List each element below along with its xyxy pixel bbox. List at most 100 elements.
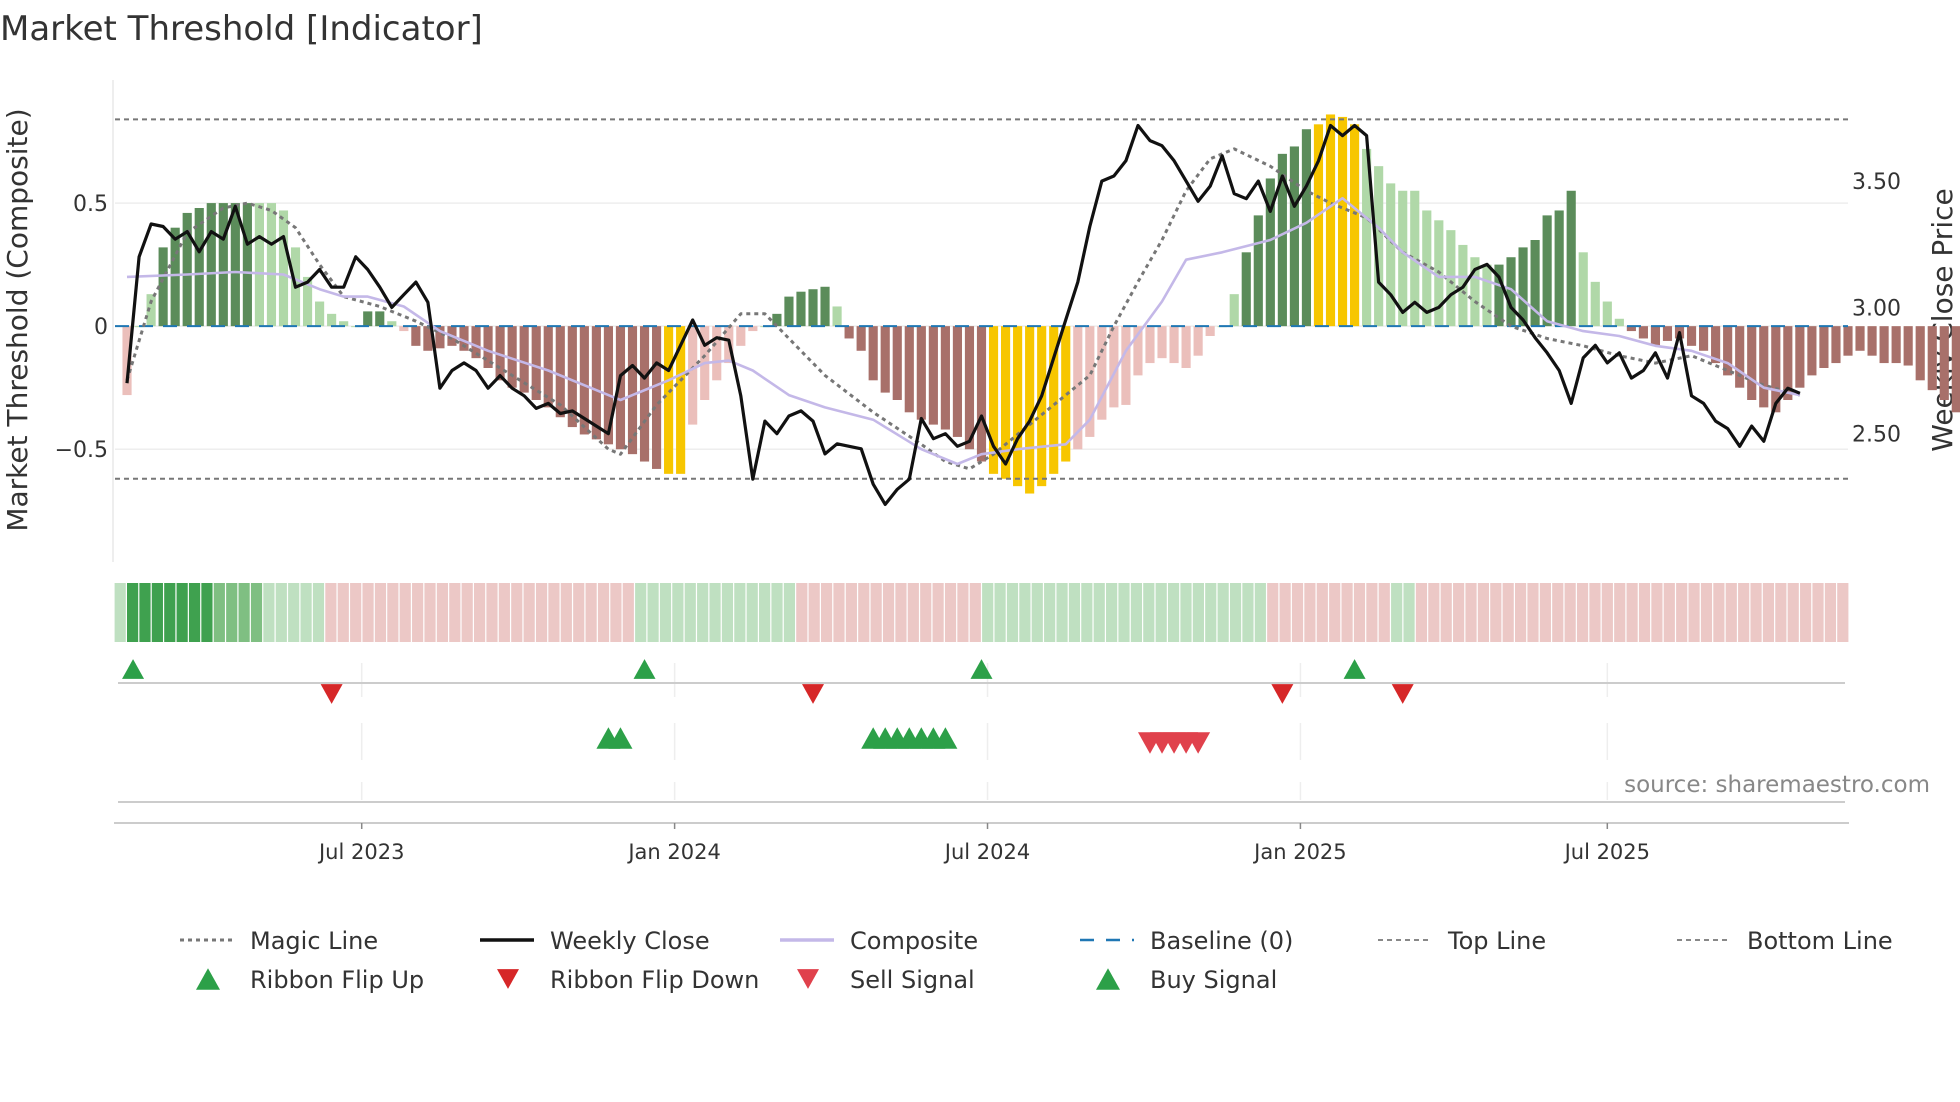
composite-bar (1337, 116, 1348, 327)
composite-bar (868, 326, 878, 381)
composite-bar (1915, 326, 1925, 381)
ribbon-cell (721, 583, 734, 642)
ribbon-cell (1651, 583, 1663, 642)
legend-swatch (1096, 968, 1120, 990)
ribbon-cell (139, 583, 151, 642)
ribbon-cell (659, 583, 672, 642)
ribbon-cell (1143, 583, 1155, 642)
ribbon-cell (387, 583, 399, 642)
composite-bar (266, 203, 277, 327)
ribbon-cell (957, 583, 969, 642)
ribbon-cell (1341, 583, 1353, 642)
ribbon-cell (697, 583, 709, 642)
composite-bar (122, 326, 132, 396)
composite-bar (639, 326, 650, 462)
ribbon-cell (573, 583, 585, 642)
composite-bar (1193, 326, 1203, 356)
y-tick-right: 2.50 (1852, 423, 1901, 448)
composite-bar (230, 203, 240, 327)
ribbon-cell (1837, 583, 1849, 642)
composite-bar (158, 247, 168, 327)
ribbon-cell (325, 583, 337, 642)
ribbon-cell (362, 583, 374, 642)
composite-bar (736, 326, 746, 346)
ribbon-cell (1750, 583, 1762, 642)
ribbon-flip-down-marker (802, 684, 825, 704)
ribbon-cell (1267, 583, 1279, 642)
composite-bar (411, 326, 421, 346)
ribbon-cell (1254, 583, 1266, 642)
ribbon-cell (548, 583, 560, 642)
ribbon-cell (1217, 583, 1229, 642)
composite-bar (844, 326, 854, 339)
ribbon-cell (1180, 583, 1192, 642)
composite-bar (1518, 247, 1528, 327)
composite-bar (1482, 264, 1492, 327)
composite-bar (1037, 326, 1047, 487)
composite-bar (928, 326, 938, 425)
composite-bar (1662, 326, 1673, 341)
composite-bar (1927, 326, 1937, 391)
composite-bar (519, 326, 529, 393)
ribbon-flip-down-marker (1271, 684, 1294, 704)
composite-bar (363, 311, 373, 327)
composite-bar (1614, 318, 1624, 327)
composite-bar (1145, 326, 1155, 364)
composite-bar (1133, 326, 1143, 376)
composite-bar (1566, 190, 1576, 327)
main-plot-area: 0.5 0 −0.5 3.50 3.00 2.50 (55, 80, 1960, 562)
ribbon-cell (1539, 583, 1551, 642)
ribbon-cell (151, 583, 163, 642)
composite-bar (651, 326, 662, 469)
ribbon-cell (1738, 583, 1750, 642)
composite-bar (1301, 129, 1312, 327)
ribbon-cell (1638, 583, 1651, 642)
composite-bar (567, 326, 577, 428)
composite-bar (1771, 326, 1781, 413)
composite-bar (339, 321, 349, 327)
y-tick-right: 3.50 (1852, 170, 1901, 195)
ribbon-cell (833, 583, 845, 642)
composite-bar (1783, 326, 1793, 400)
y-tick-left: 0.5 (73, 192, 108, 217)
ribbon-cell (882, 583, 895, 642)
ribbon-cell (858, 583, 870, 642)
ribbon-cell (746, 583, 758, 642)
ribbon-cell (473, 583, 486, 642)
composite-bar (1374, 166, 1384, 327)
composite-bar (976, 326, 987, 462)
magic-line-line (125, 147, 1801, 471)
ribbon-cell (1713, 583, 1725, 642)
composite-bar (1097, 326, 1107, 420)
composite-bar (892, 326, 902, 400)
composite-bar (1867, 326, 1877, 356)
composite-bar (1590, 281, 1600, 327)
date-axis: Jul 2023 Jan 2024 Jul 2024 Jan 2025 Jul 2025 (114, 822, 1849, 864)
ribbon-cell (1688, 583, 1700, 642)
legend-label: Magic Line (250, 927, 378, 955)
ribbon-cell (1440, 583, 1452, 642)
legend-swatch (497, 969, 519, 989)
legend-label: Baseline (0) (1150, 927, 1293, 955)
composite-bar (242, 203, 252, 327)
ribbon-cell (944, 583, 957, 642)
composite-bar (1013, 326, 1023, 487)
ribbon-cell (1155, 583, 1167, 642)
ribbon-cell (1391, 583, 1403, 642)
composite-bar (712, 326, 722, 381)
legend-label: Ribbon Flip Up (250, 966, 424, 994)
composite-bar (1157, 326, 1167, 359)
composite-bar (507, 326, 517, 388)
legend-item-composite: Composite (780, 927, 978, 955)
composite-bar (1049, 326, 1059, 474)
ribbon-cell (585, 583, 597, 642)
composite-bar (1578, 252, 1588, 327)
ribbon-cell (226, 583, 238, 642)
composite-bar (1711, 326, 1721, 364)
composite-bar (952, 326, 963, 437)
composite-bar (940, 326, 950, 430)
composite-bar (327, 313, 337, 327)
composite-bar (627, 326, 638, 455)
ribbon-flip-up-marker (122, 659, 145, 679)
composite-bar (1398, 190, 1408, 327)
